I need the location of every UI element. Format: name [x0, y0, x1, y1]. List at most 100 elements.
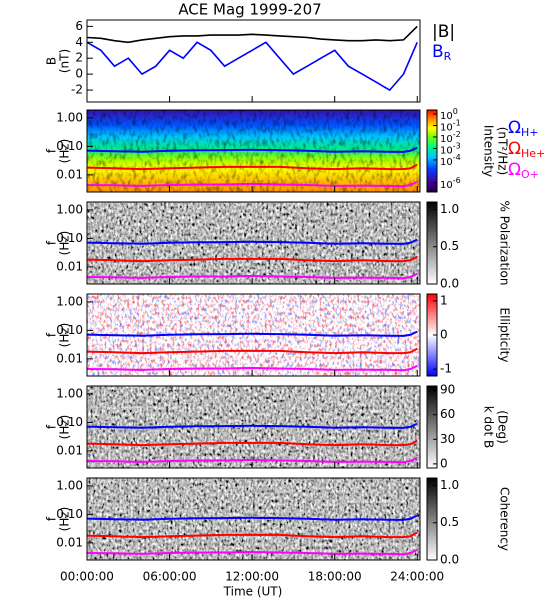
- colorbar-tick-label: 0.0: [440, 553, 459, 567]
- colorbar-tick-label: 10-3: [440, 141, 461, 157]
- colorbar-tick-label: 100: [440, 107, 458, 123]
- colorbar-label: Ellipticity: [498, 308, 512, 363]
- y-tick-label: 1.00: [56, 478, 83, 492]
- legend-name: |B|: [432, 22, 455, 42]
- y-tick-label: 1.00: [56, 294, 83, 308]
- series-line: [86, 163, 418, 171]
- plot-frame: [86, 477, 421, 561]
- colorbar-label: % Polarization: [498, 201, 512, 286]
- series-line: [86, 255, 418, 263]
- series-line: [86, 439, 418, 447]
- legend-subscript: R: [444, 50, 452, 63]
- colorbar: [426, 109, 438, 193]
- series-line: [86, 422, 418, 429]
- series-line: [86, 514, 418, 521]
- legend-name: Ω: [508, 118, 521, 138]
- colorbar-label: Intensity: [482, 125, 496, 177]
- series-line: [86, 272, 418, 280]
- legend-subscript: H+: [521, 126, 539, 139]
- y-tick-label: -2: [71, 83, 83, 97]
- legend-label: ΩHe+: [508, 139, 545, 160]
- y-tick-label: 6: [75, 19, 83, 33]
- legend-label: ΩO+: [508, 160, 539, 181]
- colorbar-tick-exponent: -4: [453, 152, 461, 161]
- y-tick-label: 0.10: [56, 415, 83, 429]
- plot-frame: [86, 293, 421, 377]
- legend-subscript: O+: [521, 168, 539, 181]
- y-tick-label: 1.00: [56, 386, 83, 400]
- legend-name: Ω: [508, 139, 521, 159]
- y-axis-label: (Hz): [58, 415, 72, 440]
- colorbar-label: Coherency: [498, 487, 512, 551]
- colorbar-label: (nT²/Hz): [496, 127, 510, 175]
- colorbar: [426, 201, 438, 285]
- colorbar-tick-exponent: 0: [453, 107, 458, 116]
- y-tick-label: 0.10: [56, 231, 83, 245]
- colorbar-tick-label: 1.0: [440, 478, 459, 492]
- legend-label: |B|: [432, 22, 455, 42]
- plot-frame: [86, 201, 421, 285]
- colorbar-tick-exponent: -2: [453, 129, 461, 138]
- colorbar-tick-base: 10: [440, 134, 453, 145]
- legend-label: ΩH+: [508, 118, 539, 139]
- series-line: [86, 41, 418, 92]
- colorbar-tick-base: 10: [440, 180, 453, 191]
- y-axis-label: (nT): [58, 49, 72, 73]
- series-line: [86, 456, 418, 464]
- series-line: [86, 347, 418, 355]
- y-tick-label: 4: [75, 35, 83, 49]
- y-axis-label: f: [45, 240, 59, 245]
- legend-subscript: He+: [521, 147, 545, 160]
- y-axis-label: f: [45, 148, 59, 153]
- colorbar-tick-exponent: -1: [453, 118, 461, 127]
- colorbar-tick-base: 10: [440, 157, 453, 168]
- colorbar-tick-label: 1.0: [440, 202, 459, 216]
- colorbar-tick-label: 1: [440, 293, 448, 307]
- colorbar-tick-exponent: -3: [453, 141, 461, 150]
- colorbar: [426, 385, 438, 469]
- plot-frame: [86, 109, 421, 193]
- series-line: [86, 180, 418, 188]
- colorbar-tick-label: 0: [440, 456, 448, 470]
- plot-frame: [86, 385, 421, 469]
- colorbar-tick-base: 10: [440, 111, 453, 122]
- colorbar-tick-label: 90: [440, 383, 455, 397]
- y-tick-label: 0.01: [56, 443, 83, 457]
- plot-frame: [86, 19, 421, 103]
- y-tick-label: 0.10: [56, 507, 83, 521]
- colorbar-tick-label: 0.5: [440, 239, 459, 253]
- colorbar-tick-exponent: -6: [453, 175, 461, 184]
- colorbar-tick-label: 10-1: [440, 118, 461, 133]
- y-axis-label: (Hz): [58, 323, 72, 348]
- y-tick-label: 0.01: [56, 259, 83, 273]
- x-tick-label: 06:00:00: [143, 570, 197, 584]
- y-tick-label: 0.10: [56, 139, 83, 153]
- y-tick-label: 0.10: [56, 323, 83, 337]
- x-tick-label: 12:00:00: [225, 570, 279, 584]
- y-axis-label: B: [45, 57, 59, 65]
- colorbar-label: k dot B: [482, 406, 496, 448]
- x-tick-label: 00:00:00: [60, 570, 114, 584]
- colorbar-label: (Deg): [496, 410, 510, 444]
- chart-title: ACE Mag 1999-207: [178, 1, 321, 19]
- series-line: [86, 330, 418, 337]
- y-axis-label: (Hz): [58, 507, 72, 532]
- x-tick-label: 24:00:00: [390, 570, 444, 584]
- y-axis-label: f: [45, 332, 59, 337]
- y-axis-label: f: [45, 516, 59, 521]
- series-line: [86, 146, 418, 153]
- y-axis-label: (Hz): [58, 231, 72, 256]
- colorbar-tick-label: 0.0: [440, 277, 459, 291]
- series-line: [86, 238, 418, 245]
- legend-name: Ω: [508, 160, 521, 180]
- y-tick-label: 1.00: [56, 202, 83, 216]
- colorbar-tick-label: 30: [440, 432, 455, 446]
- y-axis-label: f: [45, 424, 59, 429]
- colorbar-tick-base: 10: [440, 122, 453, 133]
- colorbar-tick-label: 0.5: [440, 515, 459, 529]
- series-line: [86, 25, 418, 44]
- colorbar-tick-label: 10-2: [440, 129, 461, 145]
- colorbar-tick-base: 10: [440, 145, 453, 156]
- x-tick-label: 18:00:00: [308, 570, 362, 584]
